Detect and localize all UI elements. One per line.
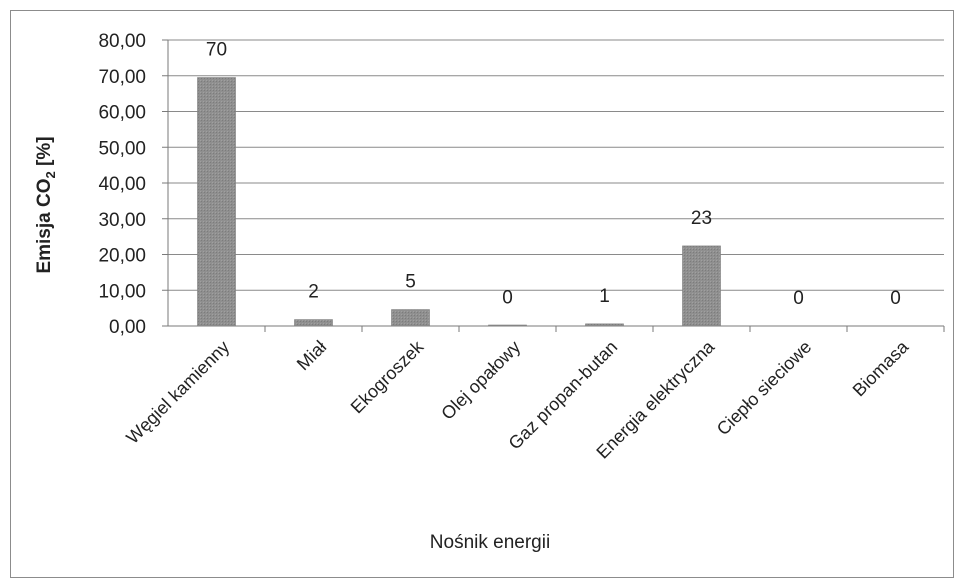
data-label: 2 xyxy=(308,282,319,303)
y-tick-label: 80,00 xyxy=(98,31,146,52)
y-axis-title-main: Emisja CO xyxy=(34,179,55,274)
y-tick-label: 10,00 xyxy=(98,281,146,302)
y-tick-label: 50,00 xyxy=(98,138,146,159)
data-label: 0 xyxy=(502,287,513,308)
gridlines xyxy=(168,39,944,291)
axes xyxy=(162,39,945,332)
data-label: 5 xyxy=(405,272,416,293)
category-label: Węgiel kamienny xyxy=(122,337,233,448)
data-label: 1 xyxy=(599,286,610,307)
data-label: 70 xyxy=(206,40,227,61)
bars xyxy=(197,77,721,327)
category-label: Miał xyxy=(293,337,330,374)
y-axis-title: Emisja CO2 [%] xyxy=(34,136,58,273)
bar xyxy=(585,323,624,327)
y-tick-label: 60,00 xyxy=(98,103,146,124)
data-label: 23 xyxy=(691,208,712,229)
y-tick-label: 20,00 xyxy=(98,246,146,267)
bar xyxy=(391,309,430,327)
y-tick-label: 40,00 xyxy=(98,174,146,195)
category-label: Ciepło sieciowe xyxy=(713,337,816,440)
y-axis-title-subscript: 2 xyxy=(43,171,58,178)
x-tick-labels: Węgiel kamienny Miał Ekogroszek Olej opałow… xyxy=(122,336,913,463)
chart-frame xyxy=(10,10,954,578)
bar xyxy=(294,319,333,327)
data-label: 0 xyxy=(890,288,901,309)
category-label: Ekogroszek xyxy=(347,336,428,417)
y-tick-labels: 0,00 10,00 20,00 30,00 40,00 50,00 60,00 70,00 8… xyxy=(98,31,146,338)
data-labels: 70 2 5 0 1 23 0 0 xyxy=(206,40,901,309)
data-label: 0 xyxy=(793,288,804,309)
y-tick-label: 0,00 xyxy=(109,317,146,338)
category-label: Olej opałowy xyxy=(437,337,524,424)
category-label: Biomasa xyxy=(849,336,913,400)
bar xyxy=(197,77,236,327)
bar xyxy=(488,324,527,327)
x-axis-title: Nośnik energii xyxy=(430,532,550,553)
y-tick-label: 70,00 xyxy=(98,67,146,88)
y-tick-label: 30,00 xyxy=(98,210,146,231)
bar xyxy=(682,245,721,327)
y-axis-title-suffix: [%] xyxy=(34,136,55,171)
